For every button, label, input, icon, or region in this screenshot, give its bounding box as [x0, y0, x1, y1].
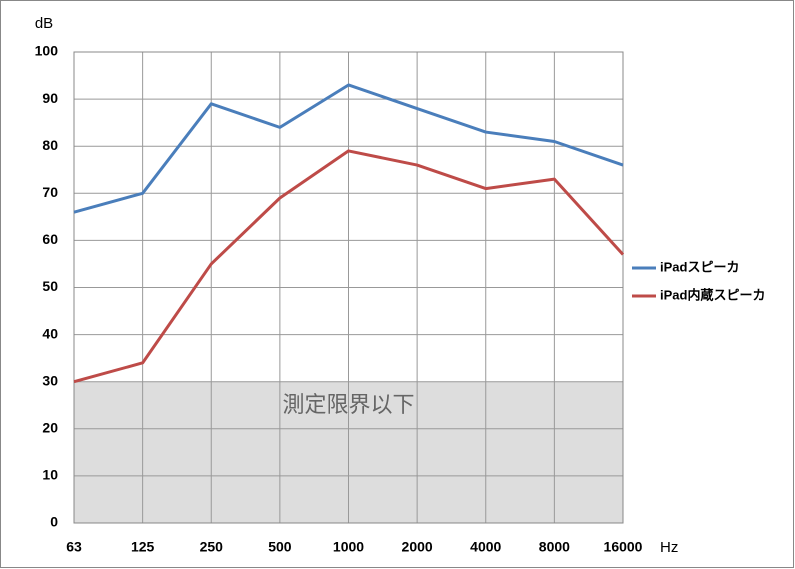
- series-line: [73, 149, 625, 384]
- x-tick-label: 250: [200, 539, 224, 555]
- y-axis-label: dB: [35, 15, 53, 32]
- x-tick-label: 500: [268, 539, 292, 555]
- x-tick-label: 1000: [333, 539, 364, 555]
- series-line: [73, 83, 624, 214]
- x-tick-label: 4000: [470, 539, 501, 555]
- y-tick-label: 100: [35, 43, 59, 59]
- x-tick-label: 125: [131, 539, 155, 555]
- x-axis-label: Hz: [660, 539, 678, 556]
- y-tick-label: 90: [42, 90, 58, 106]
- legend-label: iPadスピーカ: [660, 259, 739, 274]
- y-tick-label: 40: [42, 325, 58, 341]
- y-tick-label: 0: [50, 514, 58, 530]
- plot-border: [73, 51, 624, 524]
- y-tick-label: 50: [42, 278, 58, 294]
- y-tick-label: 30: [42, 372, 58, 388]
- y-tick-label: 80: [42, 137, 58, 153]
- x-tick-label: 8000: [539, 539, 570, 555]
- y-tick-label: 70: [42, 184, 58, 200]
- x-tick-label: 2000: [402, 539, 433, 555]
- x-tick-label: 63: [66, 539, 82, 555]
- x-tick-label: 16000: [604, 539, 643, 555]
- legend-label: iPad内蔵スピーカ: [660, 287, 765, 302]
- y-tick-label: 10: [42, 467, 58, 483]
- y-tick-label: 60: [42, 231, 58, 247]
- y-tick-label: 20: [42, 420, 58, 436]
